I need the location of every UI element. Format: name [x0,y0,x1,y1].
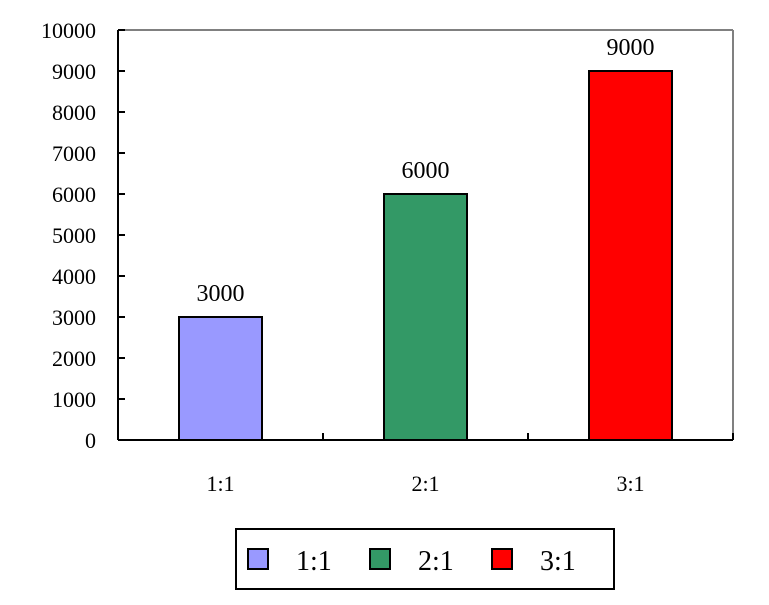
data-label: 9000 [607,35,655,61]
legend: 1:1 2:1 3:1 [235,528,615,590]
legend-box [235,528,615,590]
x-tick-label: 2:1 [411,471,439,496]
y-tick-label: 10000 [41,18,96,43]
legend-label: 3:1 [540,546,576,577]
legend-label: 1:1 [296,546,332,577]
y-tick-label: 1000 [52,387,96,412]
bar-1 [178,316,263,441]
data-label: 3000 [197,281,245,307]
y-tick-label: 0 [85,428,96,453]
x-tick-label: 3:1 [616,471,644,496]
legend-swatch [369,548,391,570]
y-tick-label: 8000 [52,100,96,125]
y-tick-label: 5000 [52,223,96,248]
legend-label: 2:1 [418,546,454,577]
bar-3 [588,70,673,441]
y-tick-label: 3000 [52,305,96,330]
y-tick-label: 4000 [52,264,96,289]
bar-2 [383,193,468,441]
y-tick-label: 6000 [52,182,96,207]
plot-frame [118,29,734,440]
x-tick-label: 1:1 [206,471,234,496]
y-tick-label: 7000 [52,141,96,166]
bars: 3000 6000 9000 [178,35,673,441]
x-axis: 1:1 2:1 3:1 [117,433,734,496]
y-axis: 0 1000 2000 3000 4000 5000 6000 7000 8000 9000 100… [41,18,125,453]
data-label: 6000 [402,158,450,184]
legend-swatch [247,548,269,570]
y-tick-label: 2000 [52,346,96,371]
legend-swatch [491,548,513,570]
y-tick-label: 9000 [52,59,96,84]
